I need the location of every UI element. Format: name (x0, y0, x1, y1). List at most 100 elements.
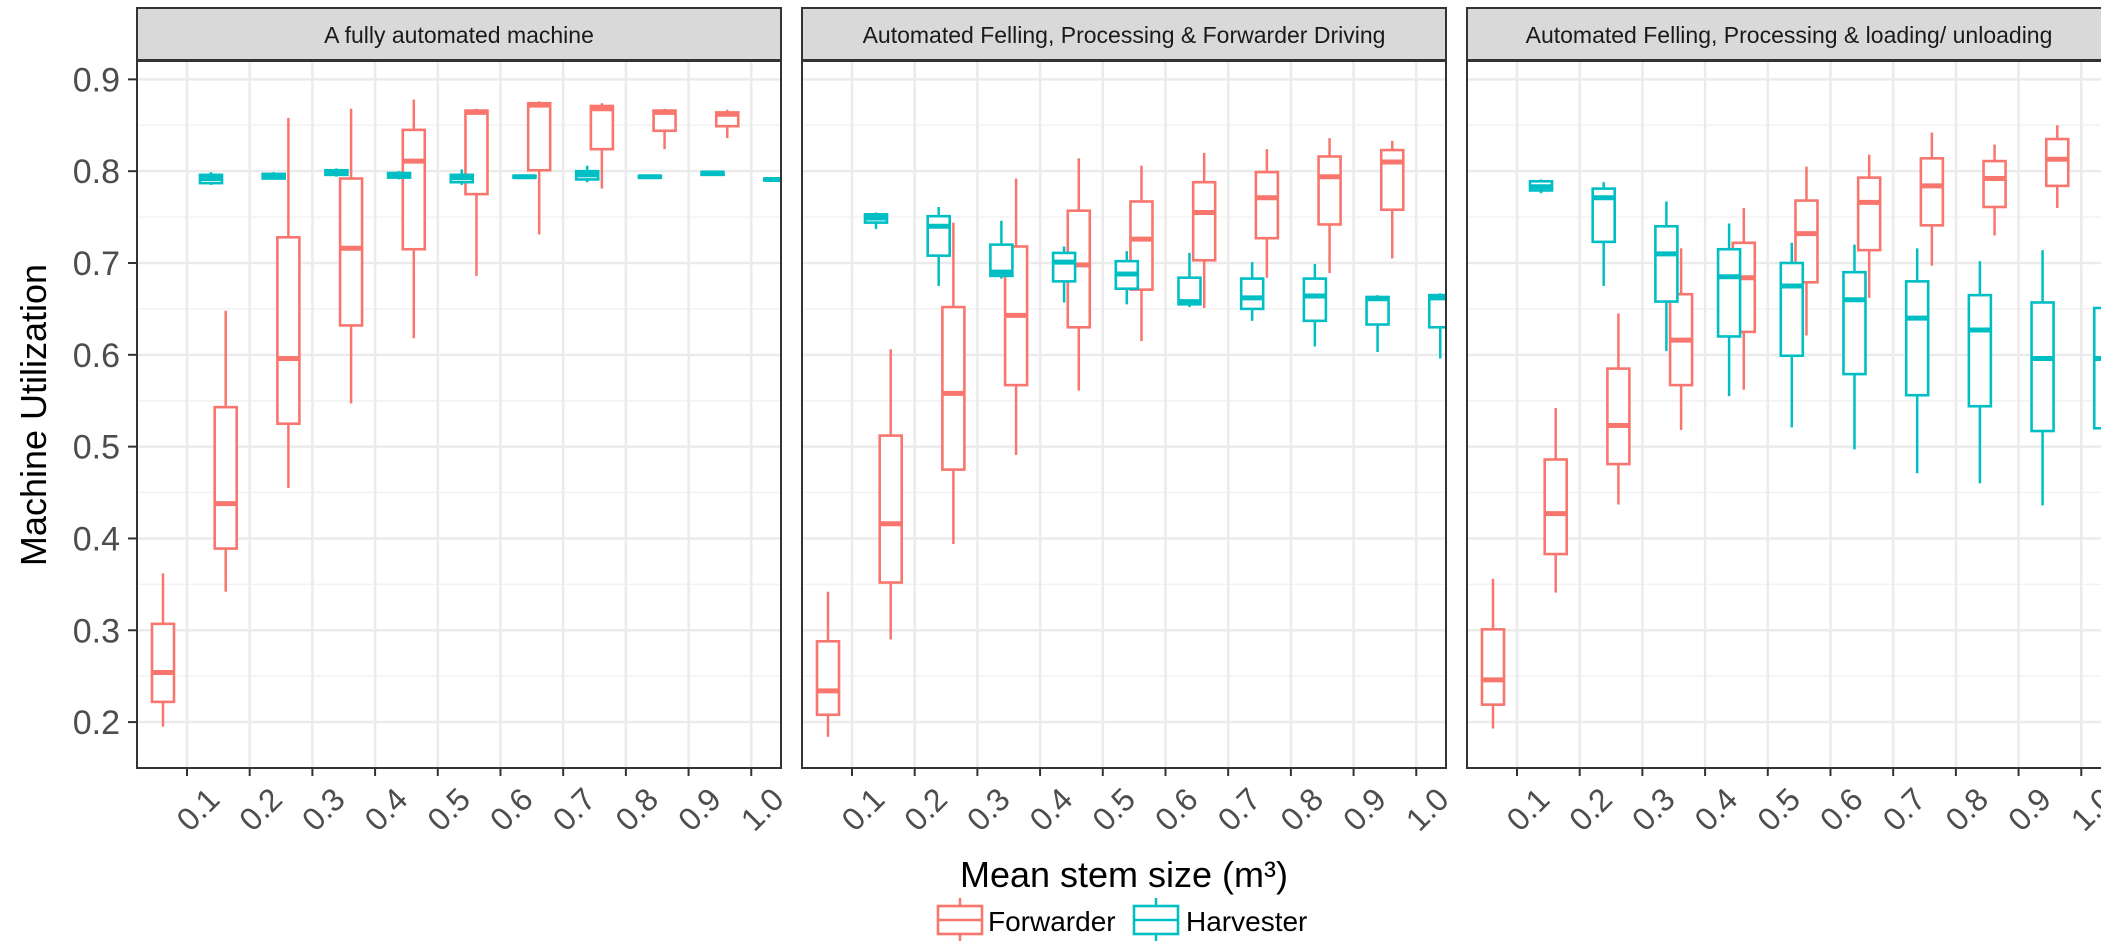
box-harvester-0.9 (700, 170, 725, 177)
x-tick-label: 0.3 (295, 781, 352, 838)
legend: Forwarder Harvester (936, 898, 1307, 941)
box-iqr (1254, 170, 1280, 240)
box-forwarder-0.8 (1919, 132, 1945, 266)
box-forwarder-0.2 (213, 310, 238, 592)
y-tick-label: 0.6 (73, 337, 120, 375)
panel-plot-area (1467, 61, 2101, 768)
box-iqr (989, 243, 1014, 278)
box-harvester-0.3 (324, 168, 349, 177)
x-tick-label: 0.1 (1499, 781, 1556, 838)
legend-label-harvester: Harvester (1186, 906, 1307, 937)
box-iqr (338, 177, 364, 327)
box-harvester-0.6 (512, 174, 537, 180)
x-tick-label: 1.0 (1399, 781, 1456, 838)
box-iqr (589, 104, 615, 151)
box-iqr (1919, 157, 1945, 227)
box-forwarder-0.3 (1606, 313, 1631, 505)
box-harvester-0.1 (863, 212, 889, 230)
x-tick-label: 0.9 (1336, 781, 1393, 838)
y-tick-label: 0.9 (73, 61, 120, 99)
box-forwarder-1.0 (1379, 140, 1405, 259)
box-harvester-0.4 (386, 171, 412, 180)
x-tick-label: 0.4 (358, 781, 415, 838)
box-harvester-0.8 (637, 174, 663, 180)
x-tick-label: 0.9 (671, 781, 728, 838)
x-tick-label: 0.6 (483, 781, 540, 838)
box-harvester-0.5 (1779, 242, 1805, 428)
box-iqr (1239, 277, 1265, 311)
panel-plot-area (802, 61, 1446, 768)
box-iqr (1779, 261, 1805, 358)
box-iqr (2092, 306, 2101, 430)
x-axis-title: Mean stem size (m³) (960, 854, 1288, 895)
x-tick-label: 0.7 (546, 781, 603, 838)
x-tick-label: 0.9 (2001, 781, 2058, 838)
x-tick-label: 0.8 (608, 781, 665, 838)
y-tick-label: 0.4 (73, 520, 120, 558)
box-iqr (526, 101, 552, 172)
box-iqr (213, 405, 238, 550)
y-tick-label: 0.5 (73, 429, 120, 467)
x-tick-label: 1.0 (734, 781, 791, 838)
box-iqr (1904, 280, 1930, 397)
box-harvester-0.7 (1904, 248, 1930, 474)
box-harvester-0.8 (1302, 263, 1328, 347)
box-harvester-0.3 (1654, 201, 1679, 352)
box-iqr (1654, 224, 1679, 303)
box-harvester-0.8 (1967, 261, 1993, 484)
x-tick-label: 0.4 (1023, 781, 1080, 838)
box-forwarder-1.0 (2044, 125, 2070, 208)
y-axis: 0.2 0.3 0.4 0.5 0.6 0.7 0.8 0.9 (73, 61, 137, 742)
y-tick-label: 0.7 (73, 245, 120, 283)
panel-3: Automated Felling, Processing & loading/… (1466, 7, 2101, 838)
legend-key-forwarder (936, 898, 984, 941)
x-tick-label: 0.2 (897, 781, 954, 838)
box-forwarder-1.0 (714, 109, 740, 139)
box-harvester-0.7 (574, 165, 600, 183)
x-tick-label: 0.1 (834, 781, 891, 838)
box-iqr (1606, 367, 1631, 466)
box-harvester-1.0 (762, 176, 781, 182)
box-forwarder-0.2 (1543, 408, 1568, 593)
legend-key-harvester (1132, 898, 1180, 941)
box-harvester-0.7 (1239, 262, 1265, 321)
box-iqr (1317, 155, 1342, 226)
box-harvester-0.1 (198, 172, 224, 185)
box-iqr (1051, 251, 1077, 283)
box-iqr (1191, 180, 1217, 262)
box-iqr (1177, 276, 1202, 306)
x-tick-label: 0.3 (1625, 781, 1682, 838)
box-iqr (2030, 301, 2055, 433)
box-harvester-0.4 (1716, 223, 1742, 397)
box-iqr (1842, 270, 1867, 376)
box-harvester-0.2 (1591, 182, 1616, 286)
box-iqr (1302, 277, 1328, 323)
box-iqr (878, 434, 903, 584)
box-iqr (2044, 137, 2070, 188)
box-forwarder-0.4 (1668, 248, 1694, 431)
box-iqr (150, 622, 176, 704)
x-tick-label: 0.2 (232, 781, 289, 838)
box-harvester-0.3 (989, 220, 1014, 279)
box-iqr (926, 214, 951, 257)
facet-strip (801, 7, 1447, 61)
box-harvester-0.6 (1177, 252, 1202, 308)
x-tick-label: 0.5 (1085, 781, 1142, 838)
box-iqr (1856, 176, 1882, 252)
box-harvester-1.0 (1427, 293, 1446, 359)
box-forwarder-0.1 (150, 573, 176, 727)
legend-label-forwarder: Forwarder (988, 906, 1116, 937)
x-tick-label: 0.5 (1750, 781, 1807, 838)
box-iqr (1591, 187, 1616, 244)
box-harvester-0.9 (2030, 250, 2055, 506)
panel-plot-area (137, 61, 781, 768)
box-forwarder-0.1 (815, 591, 841, 737)
box-forwarder-0.7 (526, 101, 552, 235)
facet-strip-title: A fully automated machine (324, 22, 594, 48)
facet-strip-title: Automated Felling, Processing & Forwarde… (863, 22, 1386, 48)
box-forwarder-0.1 (1480, 578, 1506, 729)
box-harvester-0.4 (1051, 246, 1077, 303)
box-iqr (1427, 293, 1446, 329)
